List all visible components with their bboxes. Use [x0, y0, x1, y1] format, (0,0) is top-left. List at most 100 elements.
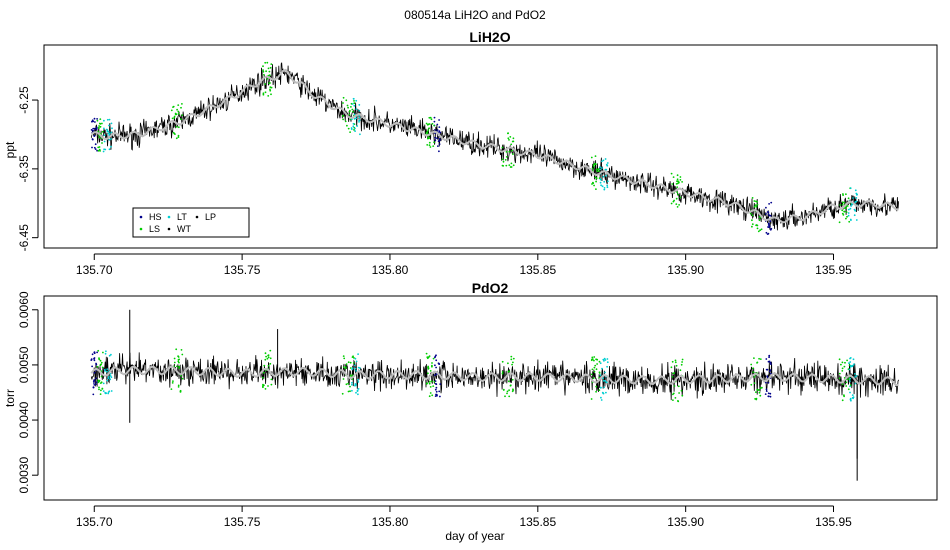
series-ls-point	[758, 357, 760, 360]
series-lt-point	[847, 212, 850, 214]
series-lt-point	[603, 187, 606, 189]
series-hs-point	[90, 359, 93, 361]
series-lt-point	[108, 139, 111, 141]
series-lt-point	[850, 205, 852, 207]
series-lt-point	[354, 383, 357, 386]
series-ls-point	[680, 363, 683, 366]
series-ls-point	[352, 355, 354, 358]
series-ls-point	[511, 390, 514, 393]
series-ls-point	[175, 348, 178, 351]
series-hs-point	[95, 383, 97, 385]
series-ls-point	[680, 389, 683, 392]
series-ls-point	[428, 123, 431, 125]
series-ls-point	[510, 358, 513, 361]
series-lt-point	[851, 396, 854, 399]
series-ls-point	[501, 372, 504, 375]
series-ls-point	[432, 145, 435, 148]
series-hs-point	[769, 369, 772, 371]
series-hs-point	[769, 361, 772, 364]
series-ls-point	[757, 230, 760, 233]
series-hs-point	[435, 386, 438, 389]
series-ls-point	[349, 109, 351, 112]
series-lt-point	[110, 122, 113, 125]
series-lt-point	[602, 159, 605, 162]
series-ls-point	[838, 372, 841, 375]
series-ls-point	[598, 371, 601, 374]
series-ls-point	[845, 211, 848, 214]
series-ls-point	[172, 380, 174, 382]
series-lt-point	[849, 357, 851, 360]
series-ls-point	[177, 360, 180, 363]
series-ls-point	[180, 118, 182, 121]
series-ls-point	[671, 183, 674, 185]
series-lt-point	[849, 361, 852, 363]
series-ls-point	[343, 366, 345, 369]
series-ls-point	[181, 114, 184, 116]
series-ls-point	[349, 131, 351, 134]
y-tick-label: 0.0030	[17, 457, 31, 494]
series-ls-point	[677, 385, 680, 388]
series-ls-point	[342, 378, 345, 380]
series-ls-point	[180, 106, 182, 109]
series-lt-point	[354, 367, 357, 370]
panel-pdo2: PdO2 torr 135.70 135.75 135.80 135.85 135.90…	[3, 280, 938, 529]
series-ls-point	[594, 364, 597, 367]
series-hs-point	[433, 120, 436, 123]
series-ls-point	[596, 170, 599, 173]
series-lt-point	[603, 188, 606, 191]
series-lt-point	[103, 134, 106, 137]
series-hs-point	[95, 126, 98, 129]
series-ls-point	[174, 113, 177, 116]
series-ls-point	[100, 361, 103, 364]
series-hs-point	[437, 140, 440, 143]
series-ls-point	[268, 70, 271, 73]
series-ls-point	[99, 393, 102, 395]
series-ls-point	[510, 162, 513, 165]
series-lt-point	[111, 127, 113, 130]
series-ls-point	[843, 365, 846, 368]
series-ls-point	[426, 130, 429, 133]
series-lt-point	[107, 392, 110, 395]
series-ls-point	[596, 358, 599, 361]
series-ls-point	[180, 349, 183, 351]
series-lt-point	[356, 125, 359, 127]
series-lt-point	[104, 391, 107, 394]
series-ls-point	[342, 355, 345, 357]
series-hs-point	[92, 393, 95, 396]
series-lt-point	[603, 180, 606, 183]
series-hs-point	[769, 220, 772, 223]
series-lt-point	[110, 145, 112, 148]
series-lt-point	[599, 362, 602, 365]
series-lt-point	[354, 364, 356, 367]
series-ls-point	[267, 354, 269, 357]
series-ls-point	[674, 361, 677, 364]
series-hs-point	[765, 381, 767, 384]
series-hs-point	[434, 388, 437, 391]
series-ls-point	[511, 149, 513, 152]
series-ls-point	[177, 104, 180, 106]
series-hs-point	[93, 384, 96, 386]
series-ls-point	[671, 376, 674, 378]
series-ls-point	[505, 151, 508, 153]
series-hs-point	[433, 374, 436, 376]
series-ls-point	[595, 177, 598, 179]
series-lt-point	[604, 379, 606, 382]
series-ls-point	[269, 357, 272, 360]
series-ls-point	[749, 212, 752, 215]
series-ls-point	[590, 398, 593, 400]
series-lt-point	[353, 118, 356, 120]
series-ls-point	[673, 385, 676, 387]
series-hs-point	[93, 371, 96, 374]
series-hs-point	[92, 127, 95, 130]
series-ls-point	[99, 125, 102, 128]
series-ls-point	[512, 361, 514, 364]
series-lt-point	[356, 389, 359, 392]
series-ls-point	[758, 391, 761, 394]
series-hs-point	[766, 211, 769, 213]
series-lt-point	[102, 150, 105, 153]
legend-marker-ls	[139, 227, 143, 231]
series-ls-point	[754, 204, 757, 207]
series-ls-point	[512, 153, 514, 156]
series-ls-point	[99, 123, 102, 125]
series-ls-point	[342, 102, 344, 104]
